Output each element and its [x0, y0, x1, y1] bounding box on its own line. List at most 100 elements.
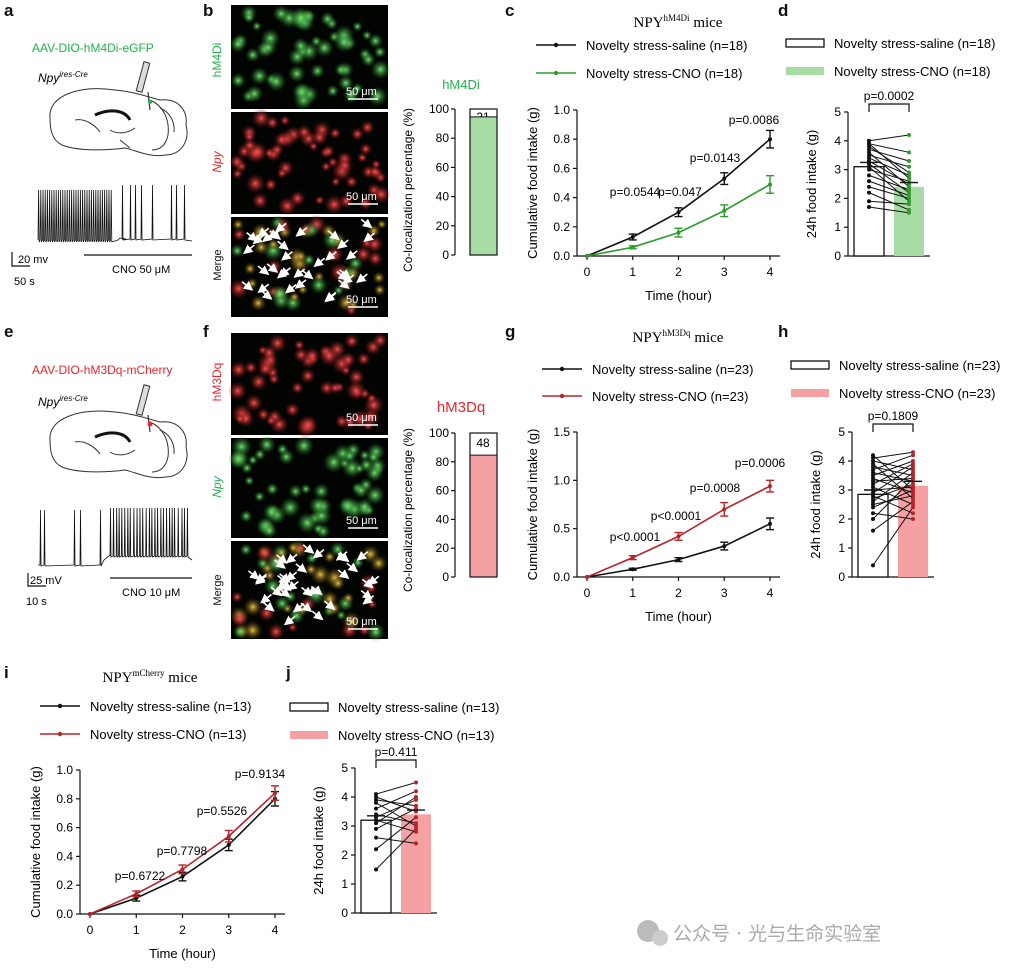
pair-line [868, 146, 910, 173]
cell [293, 435, 315, 456]
arrow-marker [300, 602, 313, 613]
cell [287, 64, 306, 83]
arrow-marker [301, 586, 313, 597]
panel-letter-f: f [203, 322, 209, 341]
cell [359, 142, 373, 156]
micrograph-green: 50 μm [229, 4, 391, 111]
cell [337, 74, 354, 91]
y-tick-label: 0.4 [553, 191, 570, 205]
y-tick-label: 100 [429, 102, 449, 116]
pair-point-saline [867, 184, 871, 189]
x-tick-label: 2 [675, 265, 682, 279]
cell [266, 258, 283, 275]
cell [243, 262, 257, 276]
cell [284, 402, 301, 418]
cell [334, 414, 349, 429]
cell [251, 108, 272, 129]
legend-swatch-cno [786, 67, 824, 75]
cell [340, 351, 357, 368]
chart-c: NPYhM4Di mice Novelty stress-saline (n=18… [525, 13, 780, 303]
data-point [273, 791, 277, 796]
arrow-marker [281, 250, 293, 261]
y-tick-label: 60 [436, 160, 450, 174]
panel-letter-d: d [778, 1, 788, 20]
trace-line [37, 184, 193, 243]
y-tick-label: 3 [838, 483, 845, 497]
cell [341, 611, 362, 631]
legend-label: Novelty stress-CNO (n=18) [834, 64, 990, 79]
scalebar-e [27, 573, 46, 587]
cell [245, 173, 266, 194]
pair-point-saline [374, 826, 378, 831]
pair-line [868, 169, 910, 182]
arrow-marker [241, 281, 254, 291]
y-tick-label: 3 [834, 163, 841, 177]
y-tick-label: 40 [436, 190, 450, 204]
x-tick-label: 3 [721, 586, 728, 600]
pair-point-cno [414, 803, 418, 808]
y-tick-label: 2 [834, 191, 841, 205]
cell [260, 28, 281, 48]
row-label-npy: Npy [210, 475, 224, 497]
pair-point-saline [374, 847, 378, 852]
y-tick-label: 5 [341, 761, 348, 775]
cell [310, 63, 325, 79]
x-axis-label: Time (hour) [645, 609, 712, 624]
pair-point-cno [911, 461, 915, 466]
cell [359, 449, 371, 462]
cell [290, 7, 312, 29]
drug-label-e: CNO 10 μM [122, 587, 180, 599]
arrow-marker [342, 274, 355, 284]
y-tick-label: 1.0 [553, 103, 570, 117]
data-point [676, 534, 681, 539]
cell [301, 223, 313, 235]
pair-point-saline [374, 795, 378, 799]
significance-bracket [375, 759, 417, 768]
data-point [768, 521, 772, 526]
x-tick-label: 0 [584, 265, 591, 279]
pair-line [868, 151, 910, 188]
pair-point-saline [374, 800, 378, 805]
scale-bar-label: 50 μm [346, 515, 377, 527]
cell [244, 393, 264, 412]
pair-point-saline [374, 792, 378, 797]
y-tick-label: 80 [436, 131, 450, 145]
pair-point-cno [911, 464, 915, 469]
scale-bar-label: 50 μm [346, 191, 377, 203]
cell [249, 372, 268, 391]
cell [232, 218, 245, 231]
y-tick-label: 1 [834, 220, 841, 234]
pair-point-saline [374, 867, 378, 872]
data-point [676, 210, 681, 215]
x-tick-label: 3 [721, 265, 728, 279]
y-tick-label: 0 [442, 570, 449, 584]
pair-point-cno [414, 780, 418, 785]
arrow-marker [285, 553, 298, 564]
cell [293, 339, 305, 351]
cell [245, 84, 264, 103]
arrow-marker [266, 263, 279, 273]
cell [242, 11, 256, 24]
cell [300, 483, 312, 495]
wechat-icon-bubble [652, 930, 668, 946]
pair-line [872, 507, 914, 566]
pair-line [375, 782, 417, 795]
pair-line [375, 837, 417, 844]
pair-point-cno [414, 829, 418, 834]
cell [308, 495, 328, 516]
cell [243, 597, 263, 617]
y-axis-label: Cumulative food intake (g) [28, 766, 43, 918]
bar-saline [360, 819, 392, 914]
cell [355, 497, 374, 516]
pair-line [872, 495, 914, 514]
cell [298, 414, 319, 436]
x-tick-label: 0 [87, 923, 94, 937]
arrow-marker [335, 551, 348, 561]
cell [228, 278, 250, 299]
pair-line [868, 143, 910, 153]
x-tick-label: 4 [767, 586, 774, 600]
row-label-merge: Merge [212, 249, 224, 280]
pair-point-saline [871, 459, 875, 463]
arrow-marker [324, 291, 337, 302]
cell [288, 484, 303, 499]
